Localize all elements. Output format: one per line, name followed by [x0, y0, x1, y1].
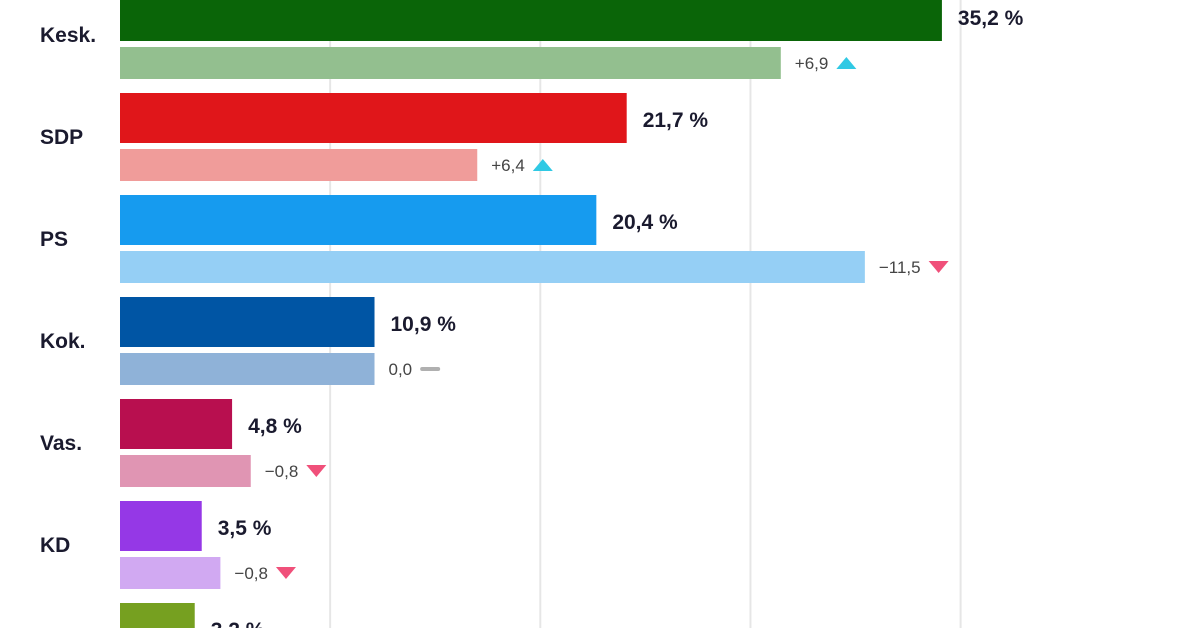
previous-bar	[120, 455, 251, 487]
change-label: 0,0	[389, 360, 413, 379]
change-label: +6,9	[795, 54, 829, 73]
value-label: 21,7 %	[643, 109, 709, 132]
change-label: −11,5	[879, 258, 921, 277]
previous-bar	[120, 47, 781, 79]
party-label: Vas.	[40, 432, 82, 455]
change-label: −0,8	[234, 564, 268, 583]
previous-bar	[120, 149, 478, 181]
down-triangle-icon	[306, 465, 327, 477]
current-bar	[120, 501, 202, 551]
previous-bar	[120, 557, 221, 589]
current-bar	[120, 0, 942, 41]
value-label: 4,8 %	[248, 415, 302, 438]
previous-bar	[120, 353, 375, 385]
up-triangle-icon	[532, 159, 553, 171]
current-bar	[120, 297, 375, 347]
no-change-icon	[420, 367, 441, 371]
previous-bar	[120, 251, 865, 283]
current-bar	[120, 603, 195, 628]
value-label: 20,4 %	[612, 211, 678, 234]
value-label: 3,5 %	[218, 517, 272, 540]
current-bar	[120, 399, 233, 449]
change-label: +6,4	[491, 156, 525, 175]
value-label: 3,2 %	[211, 619, 265, 628]
current-bar	[120, 93, 627, 143]
up-triangle-icon	[836, 57, 857, 69]
down-triangle-icon	[928, 261, 949, 273]
current-bar	[120, 195, 597, 245]
party-label: SDP	[40, 126, 83, 149]
party-label: KD	[40, 534, 70, 557]
value-label: 35,2 %	[958, 7, 1024, 30]
party-label: PS	[40, 228, 68, 251]
value-label: 10,9 %	[391, 313, 457, 336]
change-label: −0,8	[265, 462, 299, 481]
down-triangle-icon	[275, 567, 296, 579]
party-label: Kesk.	[40, 24, 96, 47]
party-label: Kok.	[40, 330, 86, 353]
